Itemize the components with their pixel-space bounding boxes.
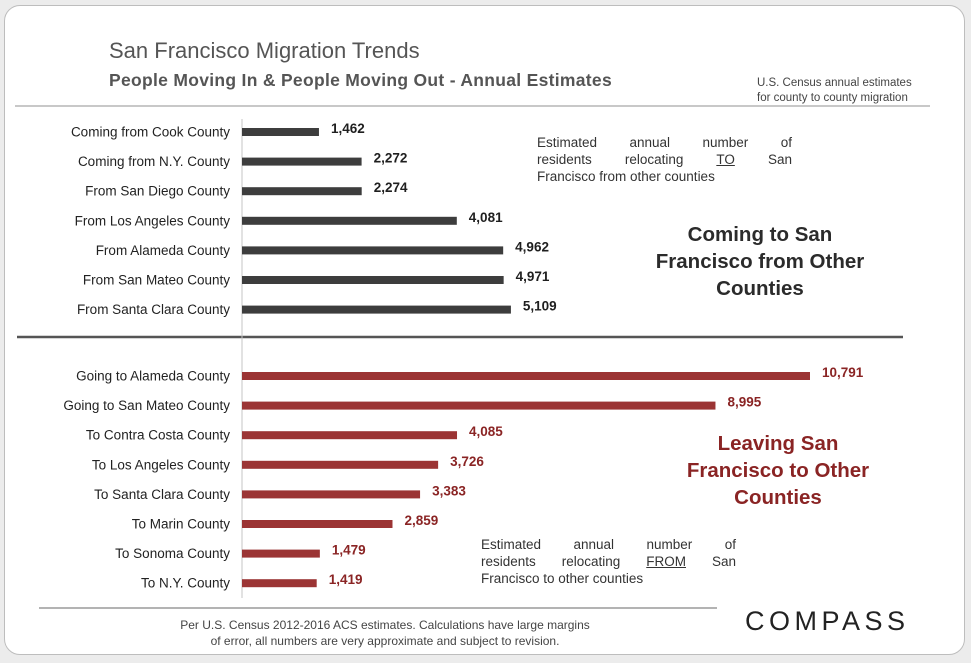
bar <box>242 187 362 196</box>
incoming-note-emphasis: TO <box>716 152 735 167</box>
bar <box>242 128 319 136</box>
outgoing-note: Estimated annual number of residents rel… <box>481 536 736 587</box>
data-label: 2,272 <box>374 151 408 166</box>
chart-card: San Francisco Migration Trends People Mo… <box>4 5 965 655</box>
bar <box>242 520 393 528</box>
category-label: To Marin County <box>132 517 231 532</box>
category-label: To Los Angeles County <box>92 457 230 472</box>
migration-bar-chart: Coming from Cook County 1,462 Coming from … <box>15 105 930 609</box>
category-label: Going to San Mateo County <box>63 398 230 413</box>
source-note: U.S. Census annual estimates for county … <box>757 76 912 106</box>
data-label: 5,109 <box>523 299 557 314</box>
outgoing-note-line2: residents relocating FROM San <box>481 553 736 570</box>
bar <box>242 305 511 314</box>
outgoing-label-line3: Counties <box>734 486 822 509</box>
category-label: Coming from Cook County <box>71 125 230 140</box>
outgoing-note-emphasis: FROM <box>646 554 686 569</box>
category-label: From Alameda County <box>96 243 231 258</box>
bar <box>242 549 320 558</box>
data-label: 2,274 <box>374 180 408 195</box>
source-note-line2: for county to county migration <box>757 92 908 104</box>
incoming-section-label: Coming to San Francisco from Other Count… <box>629 221 891 302</box>
incoming-note-line2-pre: residents relocating <box>537 152 717 167</box>
chart-title: San Francisco Migration Trends <box>109 38 420 63</box>
incoming-note-line3: Francisco from other counties <box>537 169 715 184</box>
outgoing-note-line2-pre: residents relocating <box>481 554 647 569</box>
incoming-label-line2: Francisco from Other <box>655 250 865 273</box>
data-label: 3,726 <box>450 454 484 469</box>
incoming-note-line1: Estimated annual number of <box>537 135 792 150</box>
category-label: To Santa Clara County <box>94 487 230 502</box>
outgoing-note-line3: Francisco to other counties <box>481 571 644 586</box>
category-label: To N.Y. County <box>141 576 230 591</box>
outgoing-note-line1: Estimated annual number of <box>481 537 736 552</box>
footnote-line1: Per U.S. Census 2012-2016 ACS estimates.… <box>180 618 590 632</box>
data-label: 1,479 <box>332 543 366 558</box>
bar <box>242 372 810 380</box>
bar <box>242 157 362 166</box>
outgoing-label-line2: Francisco to Other <box>686 459 870 482</box>
incoming-label-line3: Counties <box>716 277 804 300</box>
footnote: Per U.S. Census 2012-2016 ACS estimates.… <box>155 617 615 649</box>
incoming-note-line2: residents relocating TO San <box>537 151 792 168</box>
bar <box>242 579 317 588</box>
data-label: 4,971 <box>516 269 550 284</box>
data-label: 4,962 <box>515 239 549 254</box>
category-label: From San Diego County <box>85 184 230 199</box>
footnote-line2: of error, all numbers are very approxima… <box>210 634 560 648</box>
category-label: To Sonoma County <box>115 546 230 561</box>
data-label: 10,791 <box>822 365 864 380</box>
data-label: 2,859 <box>404 513 438 528</box>
bar <box>242 276 504 284</box>
incoming-note: Estimated annual number of residents rel… <box>537 134 792 185</box>
data-label: 4,085 <box>469 424 503 439</box>
data-label: 1,419 <box>329 572 363 587</box>
incoming-note-line2-post: San <box>734 152 792 167</box>
source-note-line1: U.S. Census annual estimates <box>757 77 912 89</box>
category-label: To Contra Costa County <box>86 428 230 443</box>
bar <box>242 246 504 255</box>
category-label: From San Mateo County <box>83 273 230 288</box>
data-label: 1,462 <box>331 121 365 136</box>
data-label: 4,081 <box>469 210 503 225</box>
bar <box>242 431 458 440</box>
category-label: Coming from N.Y. County <box>78 154 230 169</box>
outgoing-section-label: Leaving San Francisco to Other Counties <box>653 430 903 511</box>
data-label: 3,383 <box>432 483 466 498</box>
bar <box>242 490 421 499</box>
bar <box>242 401 716 410</box>
bar <box>242 216 457 225</box>
outgoing-label-line1: Leaving San <box>717 432 839 455</box>
chart-subtitle: People Moving In & People Moving Out - A… <box>109 70 612 90</box>
compass-logo: COMPASS <box>745 606 910 636</box>
bar <box>242 460 439 469</box>
category-label: From Santa Clara County <box>77 302 230 317</box>
data-label: 8,995 <box>727 395 761 410</box>
incoming-label-line1: Coming to San <box>687 223 833 246</box>
category-label: From Los Angeles County <box>75 213 231 228</box>
outgoing-note-line2-post: San <box>686 554 736 569</box>
category-label: Going to Alameda County <box>76 369 230 384</box>
